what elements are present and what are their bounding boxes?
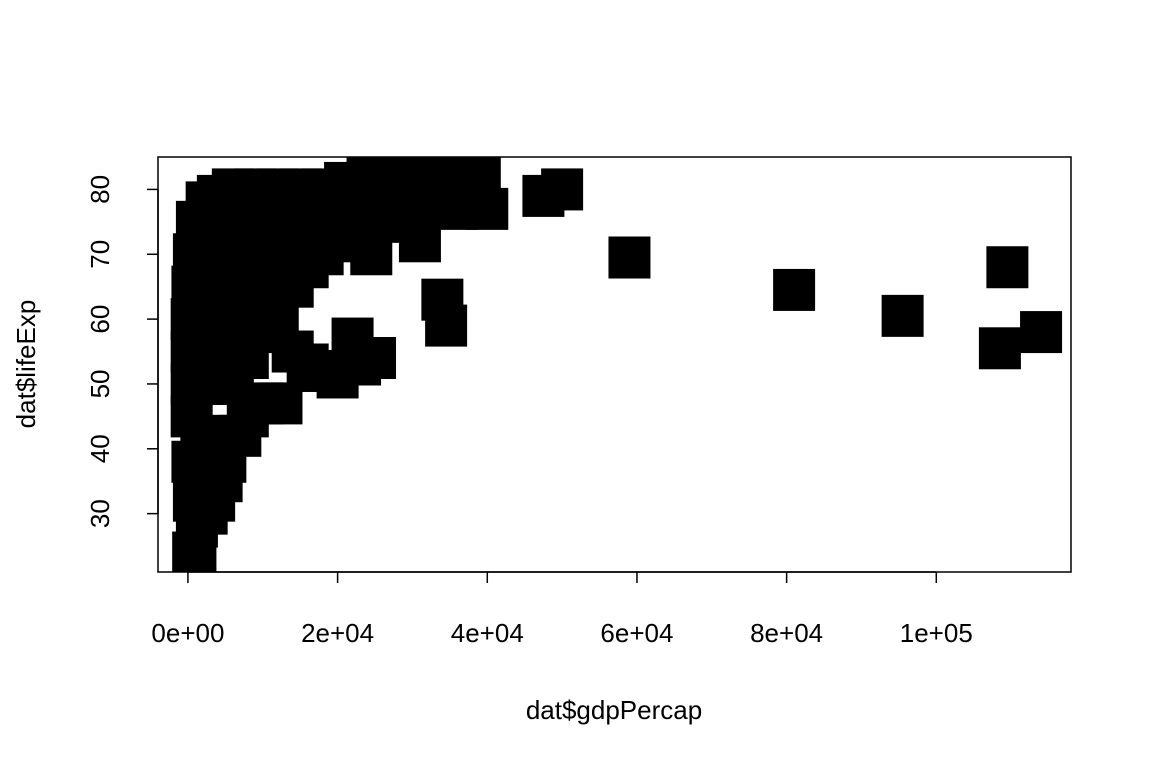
y-tick-label: 40 [85, 434, 115, 463]
y-tick-label: 30 [85, 499, 115, 528]
data-point [260, 382, 303, 425]
x-tick-label: 8e+04 [750, 618, 823, 648]
data-point [354, 337, 397, 380]
data-point [608, 236, 651, 279]
x-axis-label: dat$gdpPercap [526, 695, 702, 725]
y-tick-label: 70 [85, 240, 115, 269]
y-tick-label: 50 [85, 369, 115, 398]
data-points [170, 157, 1063, 572]
y-tick-label: 80 [85, 175, 115, 204]
data-point [773, 268, 816, 311]
x-tick-label: 6e+04 [600, 618, 673, 648]
x-tick-label: 2e+04 [301, 618, 374, 648]
data-point [541, 168, 584, 211]
data-point [466, 187, 509, 230]
y-tick-label: 60 [85, 305, 115, 334]
x-tick-label: 0e+00 [151, 618, 224, 648]
data-point [978, 327, 1021, 370]
x-axis: 0e+00 2e+04 4e+04 6e+04 8e+04 1e+05 [151, 571, 973, 648]
x-tick-label: 1e+05 [900, 618, 973, 648]
y-axis-label: dat$lifeExp [11, 300, 41, 429]
data-point [986, 246, 1029, 289]
x-tick-label: 4e+04 [451, 618, 524, 648]
y-axis: 30 40 50 60 70 80 [85, 175, 159, 528]
data-point [398, 220, 441, 263]
data-point [1020, 311, 1063, 354]
data-point [881, 294, 924, 337]
data-point [425, 304, 468, 347]
